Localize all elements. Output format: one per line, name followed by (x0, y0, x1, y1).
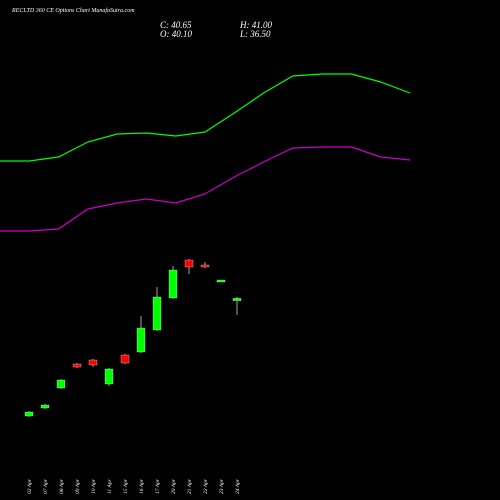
chart-title: RECLTD 360 CE Options Chart MunafaSutra.… (11, 7, 135, 14)
candle-body (216, 279, 226, 283)
candle-body (200, 264, 210, 268)
candle-body (88, 359, 98, 366)
indicator-line (0, 146, 411, 232)
candle-body (120, 354, 130, 364)
x-tick-label: 22 Apr (203, 478, 209, 494)
x-tick-label: 07 Apr (43, 478, 49, 494)
x-tick-label: 15 Apr (123, 478, 129, 494)
x-tick-label: 10 Apr (91, 478, 97, 494)
candle-body (152, 296, 162, 331)
candle-body (168, 269, 178, 299)
x-tick-label: 21 Apr (187, 478, 193, 494)
x-tick-label: 02 Apr (27, 478, 33, 494)
candle-body (184, 259, 194, 268)
candle-body (24, 411, 34, 417)
candle-body (104, 368, 114, 385)
x-tick-label: 23 Apr (219, 478, 225, 494)
x-tick-label: 17 Apr (155, 478, 161, 494)
ohlc-label: C: 40.65 (160, 20, 192, 30)
candle-body (72, 363, 82, 368)
ohlc-label: L: 36.50 (239, 29, 271, 39)
x-tick-label: 09 Apr (75, 478, 81, 494)
ohlc-label: H: 41.00 (239, 20, 272, 30)
candle-body (40, 404, 50, 409)
x-tick-label: 16 Apr (139, 478, 145, 494)
x-tick-label: 08 Apr (59, 478, 65, 494)
ohlc-label: O: 40.10 (160, 29, 192, 39)
x-tick-label: 24 Apr (234, 478, 241, 494)
candle-body (56, 379, 66, 389)
candle-body (232, 298, 242, 301)
x-tick-label: 20 Apr (171, 478, 177, 494)
indicator-line (0, 73, 411, 162)
candle-body (136, 327, 146, 353)
x-tick-label: 11 Apr (107, 479, 113, 494)
